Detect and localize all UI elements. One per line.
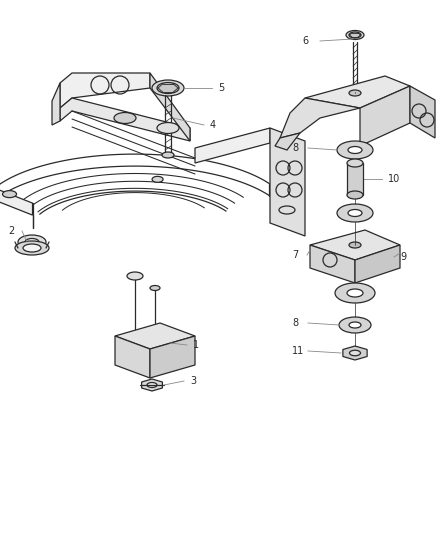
FancyBboxPatch shape (347, 163, 363, 195)
Ellipse shape (349, 90, 361, 96)
Ellipse shape (347, 159, 363, 167)
Polygon shape (275, 133, 300, 150)
Ellipse shape (128, 336, 142, 343)
Ellipse shape (348, 147, 362, 154)
Ellipse shape (152, 80, 184, 96)
Ellipse shape (157, 83, 179, 93)
Ellipse shape (337, 141, 373, 159)
Text: 10: 10 (388, 174, 400, 184)
Polygon shape (270, 128, 305, 236)
Polygon shape (355, 245, 400, 283)
Text: 2: 2 (8, 226, 14, 236)
Polygon shape (410, 86, 435, 138)
Text: 9: 9 (400, 252, 406, 262)
Ellipse shape (162, 152, 174, 158)
Polygon shape (115, 323, 195, 349)
Ellipse shape (147, 383, 157, 387)
Ellipse shape (339, 317, 371, 333)
Ellipse shape (23, 244, 41, 252)
Polygon shape (60, 73, 150, 108)
Text: 7: 7 (292, 250, 298, 260)
Text: 8: 8 (292, 143, 298, 153)
Text: 11: 11 (292, 346, 304, 356)
Polygon shape (115, 336, 150, 378)
Polygon shape (195, 128, 270, 163)
Ellipse shape (152, 176, 163, 182)
Ellipse shape (347, 191, 363, 199)
Ellipse shape (114, 112, 136, 124)
Ellipse shape (3, 191, 17, 198)
Text: 6: 6 (302, 36, 308, 46)
Ellipse shape (157, 123, 179, 133)
Ellipse shape (349, 242, 361, 248)
Polygon shape (150, 73, 190, 141)
Polygon shape (141, 379, 162, 391)
Text: 1: 1 (193, 340, 199, 350)
Polygon shape (150, 336, 195, 378)
Polygon shape (0, 188, 32, 215)
Text: 3: 3 (190, 376, 196, 386)
Polygon shape (360, 86, 410, 146)
Polygon shape (305, 76, 410, 108)
Ellipse shape (346, 30, 364, 39)
Polygon shape (52, 83, 60, 125)
Ellipse shape (349, 322, 361, 328)
Ellipse shape (25, 238, 39, 246)
Polygon shape (310, 230, 400, 260)
Ellipse shape (350, 350, 360, 356)
Polygon shape (310, 245, 355, 283)
Ellipse shape (349, 32, 361, 38)
Polygon shape (60, 98, 190, 141)
Ellipse shape (347, 289, 363, 297)
Ellipse shape (15, 241, 49, 255)
Polygon shape (280, 98, 360, 138)
Text: 8: 8 (292, 318, 298, 328)
Text: 5: 5 (218, 83, 224, 93)
Ellipse shape (18, 235, 46, 249)
Text: 4: 4 (210, 120, 216, 130)
Ellipse shape (335, 283, 375, 303)
Ellipse shape (127, 272, 143, 280)
Ellipse shape (150, 286, 160, 290)
Ellipse shape (348, 209, 362, 216)
Ellipse shape (337, 204, 373, 222)
Polygon shape (343, 346, 367, 360)
